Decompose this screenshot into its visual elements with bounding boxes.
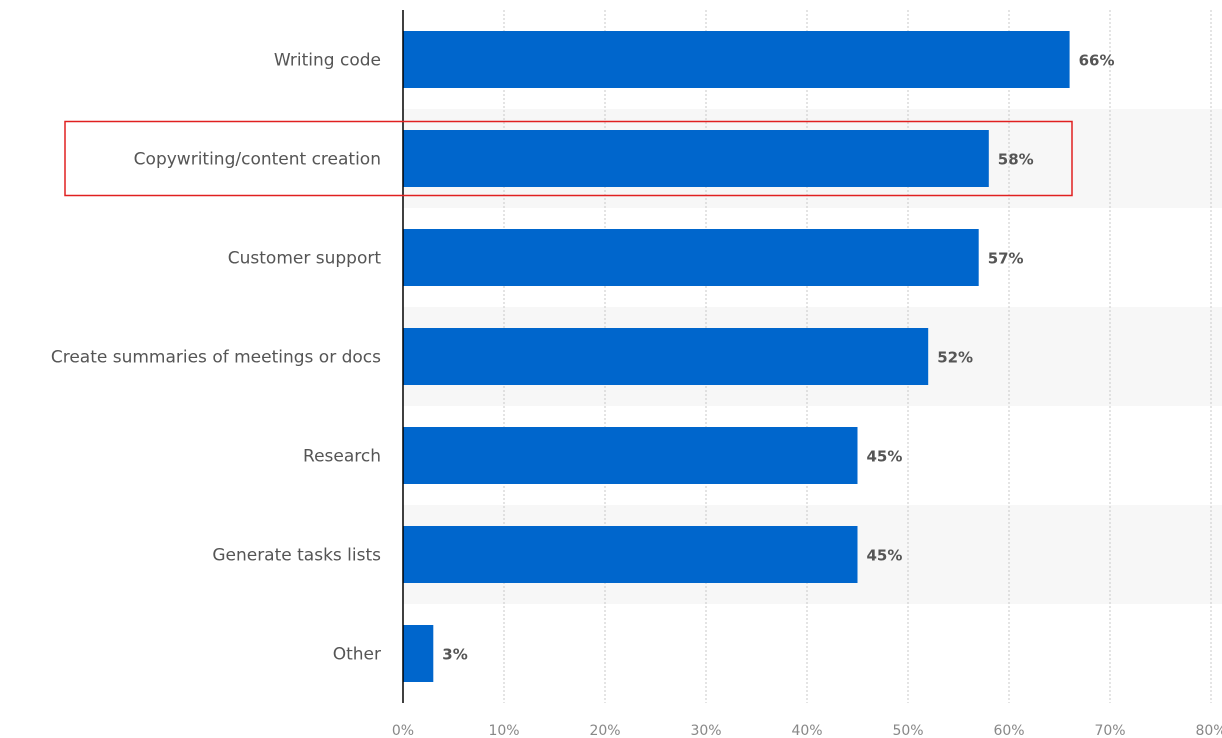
x-tick-label: 40% xyxy=(791,723,822,738)
bar xyxy=(403,130,989,187)
value-label: 45% xyxy=(867,448,903,466)
bar xyxy=(403,625,434,682)
category-labels: Writing code Copywriting/content creation… xyxy=(51,51,382,665)
category-label: Create summaries of meetings or docs xyxy=(51,348,381,368)
bar xyxy=(403,328,929,385)
x-tick-label: 60% xyxy=(993,723,1024,738)
bars xyxy=(403,31,1070,682)
x-tick-label: 30% xyxy=(690,723,721,738)
category-label: Research xyxy=(303,447,381,467)
category-label: Customer support xyxy=(228,249,382,269)
value-label: 45% xyxy=(867,547,903,565)
bar xyxy=(403,427,858,484)
x-tick-label: 50% xyxy=(892,723,923,738)
value-label: 58% xyxy=(998,151,1034,169)
category-label: Other xyxy=(333,645,381,665)
bar xyxy=(403,31,1070,88)
value-labels: 66% 58% 57% 52% 45% 45% 3% xyxy=(442,52,1114,664)
gridlines xyxy=(503,10,1212,703)
bar xyxy=(403,229,979,286)
x-tick-label: 70% xyxy=(1094,723,1125,738)
x-tick-label: 10% xyxy=(488,723,519,738)
value-label: 52% xyxy=(937,349,973,367)
highlight-box xyxy=(64,120,1073,197)
category-label: Copywriting/content creation xyxy=(134,150,381,170)
bar xyxy=(403,526,858,583)
category-label: Writing code xyxy=(274,51,381,71)
value-label: 3% xyxy=(442,646,467,664)
x-tick-label: 20% xyxy=(589,723,620,738)
x-tick-label: 0% xyxy=(392,723,414,738)
value-label: 57% xyxy=(988,250,1024,268)
value-label: 66% xyxy=(1079,52,1115,70)
x-tick-labels: 0% 10% 20% 30% 40% 50% 60% 70% 80% xyxy=(392,723,1222,738)
x-tick-label: 80% xyxy=(1195,723,1222,738)
category-label: Generate tasks lists xyxy=(212,546,381,566)
